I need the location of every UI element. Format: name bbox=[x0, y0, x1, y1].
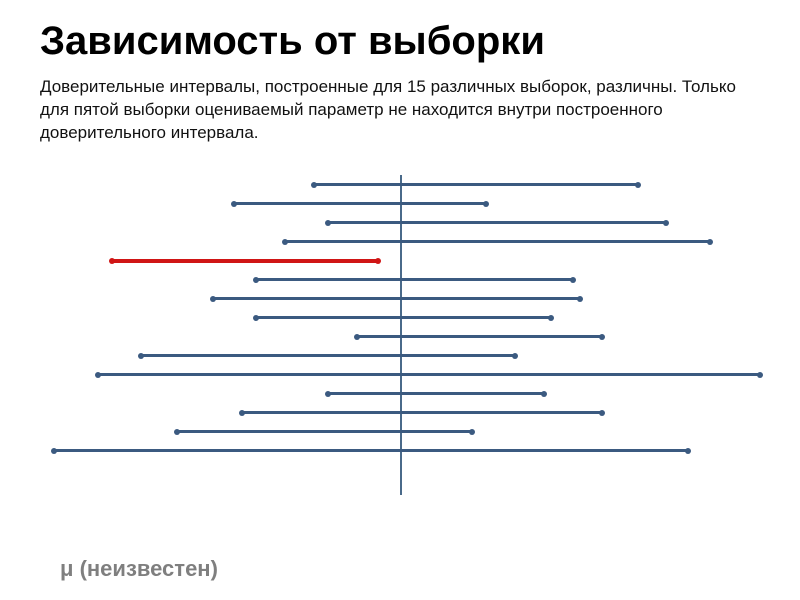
interval-bar bbox=[256, 278, 573, 281]
interval-bar bbox=[141, 354, 515, 357]
interval-cap-right bbox=[599, 334, 605, 340]
interval-cap-right bbox=[483, 201, 489, 207]
interval-cap-right bbox=[548, 315, 554, 321]
interval-bar bbox=[314, 183, 638, 186]
interval-bar bbox=[234, 202, 486, 205]
interval-cap-left bbox=[325, 391, 331, 397]
interval-bar bbox=[357, 335, 602, 338]
interval-cap-left bbox=[239, 410, 245, 416]
interval-bar bbox=[213, 297, 580, 300]
interval-cap-right bbox=[577, 296, 583, 302]
interval-cap-right bbox=[663, 220, 669, 226]
interval-bar bbox=[328, 221, 666, 224]
interval-cap-left bbox=[138, 353, 144, 359]
interval-cap-right bbox=[541, 391, 547, 397]
interval-cap-left bbox=[231, 201, 237, 207]
interval-cap-right bbox=[757, 372, 763, 378]
interval-cap-left bbox=[311, 182, 317, 188]
interval-cap-left bbox=[354, 334, 360, 340]
interval-cap-right bbox=[570, 277, 576, 283]
interval-cap-left bbox=[109, 258, 115, 264]
interval-cap-right bbox=[469, 429, 475, 435]
interval-bar bbox=[256, 316, 551, 319]
interval-cap-left bbox=[51, 448, 57, 454]
interval-cap-left bbox=[253, 315, 259, 321]
interval-cap-right bbox=[635, 182, 641, 188]
interval-cap-left bbox=[174, 429, 180, 435]
interval-cap-right bbox=[375, 258, 381, 264]
interval-cap-right bbox=[685, 448, 691, 454]
interval-cap-left bbox=[95, 372, 101, 378]
interval-bar bbox=[328, 392, 544, 395]
interval-cap-right bbox=[707, 239, 713, 245]
interval-cap-left bbox=[282, 239, 288, 245]
interval-bar bbox=[177, 430, 472, 433]
page-title: Зависимость от выборки bbox=[40, 20, 760, 62]
mu-label: μ (неизвестен) bbox=[60, 556, 218, 582]
interval-bar bbox=[242, 411, 602, 414]
description-text: Доверительные интервалы, построенные для… bbox=[40, 76, 760, 145]
interval-chart bbox=[40, 175, 760, 495]
interval-cap-left bbox=[253, 277, 259, 283]
interval-bar bbox=[285, 240, 710, 243]
interval-cap-left bbox=[210, 296, 216, 302]
interval-bar bbox=[112, 259, 378, 263]
interval-bar bbox=[98, 373, 760, 376]
interval-bar bbox=[54, 449, 688, 452]
slide: Зависимость от выборки Доверительные инт… bbox=[0, 0, 800, 600]
interval-cap-left bbox=[325, 220, 331, 226]
interval-cap-right bbox=[512, 353, 518, 359]
interval-cap-right bbox=[599, 410, 605, 416]
